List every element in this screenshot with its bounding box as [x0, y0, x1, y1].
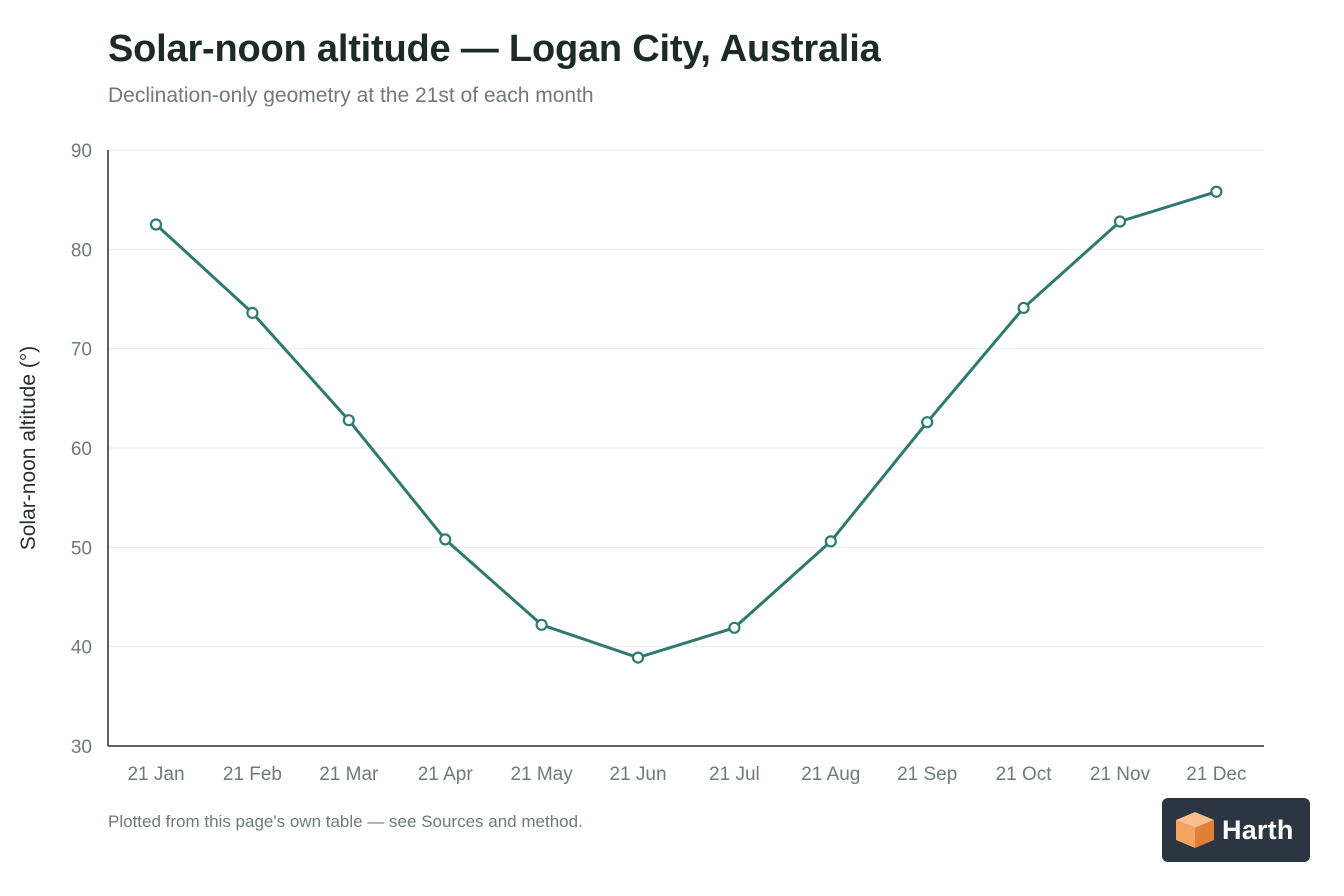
- x-tick-label: 21 Dec: [1186, 764, 1246, 785]
- y-tick-label: 80: [71, 240, 92, 261]
- data-point[interactable]: [631, 651, 645, 664]
- x-tick-label: 21 Mar: [319, 764, 379, 785]
- series-line: [154, 190, 1218, 660]
- cube-logo-icon: [1176, 812, 1214, 848]
- x-tick-label: 21 Nov: [1090, 764, 1151, 785]
- tick-labels: 30 40 50 60 70 80 90 21 Jan 21 Feb 21 Mar 21 Apr 21…: [71, 141, 1247, 785]
- data-point[interactable]: [728, 621, 741, 634]
- y-tick-label: 90: [71, 141, 92, 162]
- data-point[interactable]: [1113, 215, 1127, 228]
- y-tick-label: 60: [71, 439, 92, 460]
- x-tick-label: 21 Jun: [609, 764, 666, 785]
- data-point[interactable]: [342, 414, 355, 427]
- y-tick-label: 40: [71, 638, 92, 659]
- chart-subtitle: Declination-only geometry at the 21st of…: [108, 84, 594, 107]
- data-points: [149, 185, 1223, 664]
- data-point[interactable]: [921, 416, 934, 429]
- badge-label: Harth: [1222, 814, 1294, 845]
- data-point[interactable]: [1210, 185, 1223, 198]
- axes: [107, 150, 1264, 747]
- data-point[interactable]: [439, 533, 452, 546]
- x-tick-label: 21 Aug: [801, 764, 860, 785]
- footnote: Plotted from this page's own table — see…: [108, 812, 583, 831]
- series-line-layer: [154, 190, 1218, 660]
- y-tick-label: 30: [71, 737, 92, 758]
- x-tick-label: 21 Apr: [418, 764, 474, 785]
- data-point[interactable]: [149, 218, 163, 231]
- x-tick-label: 21 Jul: [709, 764, 760, 785]
- x-tick-label: 21 May: [510, 764, 573, 785]
- y-axis-label: Solar-noon altitude (°): [17, 346, 40, 551]
- x-tick-label: 21 Oct: [996, 764, 1053, 785]
- data-point[interactable]: [535, 618, 548, 631]
- chart-title: Solar-noon altitude — Logan City, Austra…: [108, 28, 881, 70]
- x-tick-label: 21 Jan: [127, 764, 184, 785]
- x-tick-label: 21 Feb: [223, 764, 282, 785]
- y-tick-label: 70: [71, 340, 92, 361]
- line-chart: 30 40 50 60 70 80 90 21 Jan 21 Feb 21 Mar 21 Apr 21…: [17, 141, 1264, 785]
- y-tick-label: 50: [71, 538, 92, 559]
- x-tick-label: 21 Sep: [897, 764, 957, 785]
- gridlines: [108, 149, 1264, 648]
- data-point[interactable]: [824, 535, 837, 548]
- data-point[interactable]: [1017, 301, 1030, 315]
- data-point[interactable]: [246, 306, 259, 320]
- harth-badge[interactable]: Harth: [1162, 798, 1310, 862]
